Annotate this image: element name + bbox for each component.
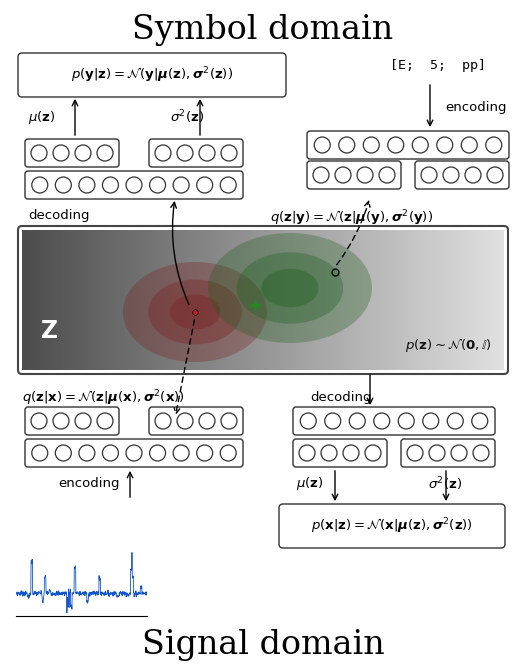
Text: $p(\mathbf{z}) \sim \mathcal{N}(\mathbf{0}, \mathbb{I})$: $p(\mathbf{z}) \sim \mathcal{N}(\mathbf{… [405, 336, 492, 354]
FancyBboxPatch shape [18, 53, 286, 97]
Ellipse shape [261, 269, 319, 307]
Text: $\mu(\mathbf{z})$: $\mu(\mathbf{z})$ [296, 476, 323, 492]
Ellipse shape [123, 262, 267, 362]
FancyBboxPatch shape [25, 139, 119, 167]
Text: $\mu(\mathbf{z})$: $\mu(\mathbf{z})$ [28, 109, 55, 125]
FancyBboxPatch shape [149, 407, 243, 435]
FancyBboxPatch shape [307, 161, 401, 189]
FancyBboxPatch shape [415, 161, 509, 189]
Text: $\mathbf{Z}$: $\mathbf{Z}$ [40, 319, 58, 343]
Text: $\sigma^2(\mathbf{z})$: $\sigma^2(\mathbf{z})$ [428, 476, 462, 493]
FancyBboxPatch shape [25, 439, 243, 467]
Ellipse shape [148, 280, 242, 344]
FancyBboxPatch shape [293, 407, 495, 435]
Text: $\sigma^2(\mathbf{z})$: $\sigma^2(\mathbf{z})$ [170, 108, 204, 126]
FancyBboxPatch shape [293, 439, 387, 467]
FancyBboxPatch shape [25, 407, 119, 435]
Text: decoding: decoding [310, 392, 371, 404]
FancyBboxPatch shape [401, 439, 495, 467]
Text: $q(\mathbf{z}|\mathbf{y}) = \mathcal{N}(\mathbf{z}|\boldsymbol{\mu}(\mathbf{y}),: $q(\mathbf{z}|\mathbf{y}) = \mathcal{N}(… [270, 208, 433, 228]
Text: Symbol domain: Symbol domain [133, 14, 393, 46]
Text: $q(\mathbf{z}|\mathbf{x}) = \mathcal{N}(\mathbf{z}|\boldsymbol{\mu}(\mathbf{x}),: $q(\mathbf{z}|\mathbf{x}) = \mathcal{N}(… [22, 388, 185, 408]
FancyBboxPatch shape [25, 171, 243, 199]
FancyBboxPatch shape [307, 131, 509, 159]
Text: $p(\mathbf{y}|\mathbf{z}) = \mathcal{N}(\mathbf{y}|\boldsymbol{\mu}(\mathbf{z}),: $p(\mathbf{y}|\mathbf{z}) = \mathcal{N}(… [71, 65, 233, 85]
Text: $p(\mathbf{x}|\mathbf{z}) = \mathcal{N}(\mathbf{x}|\boldsymbol{\mu}(\mathbf{z}),: $p(\mathbf{x}|\mathbf{z}) = \mathcal{N}(… [311, 516, 473, 536]
Text: decoding: decoding [28, 208, 89, 222]
Text: Signal domain: Signal domain [141, 629, 385, 661]
Ellipse shape [170, 294, 220, 330]
Text: encoding: encoding [445, 101, 507, 113]
Ellipse shape [237, 252, 343, 324]
Text: encoding: encoding [58, 478, 119, 490]
FancyBboxPatch shape [279, 504, 505, 548]
FancyBboxPatch shape [149, 139, 243, 167]
Ellipse shape [208, 233, 372, 343]
Text: [E;  5;  pp]: [E; 5; pp] [390, 59, 486, 71]
